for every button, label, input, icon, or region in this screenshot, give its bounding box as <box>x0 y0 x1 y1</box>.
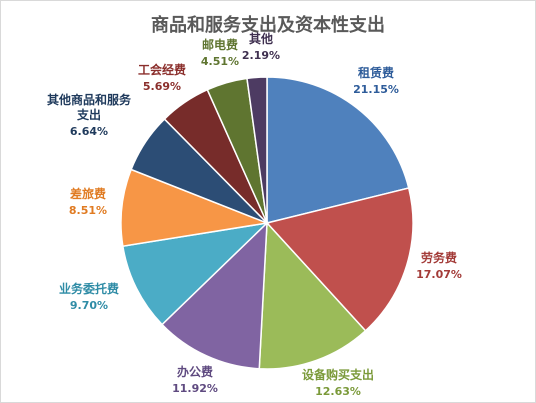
slice-value-3: 11.92% <box>172 382 218 395</box>
chart-title: 商品和服务支出及资本性支出 <box>151 14 385 36</box>
slice-value-1: 17.07% <box>416 268 462 281</box>
slice-label-9: 其他 <box>249 31 273 46</box>
pie-slice-1[interactable] <box>265 187 414 332</box>
slice-value-7: 5.69% <box>143 80 181 93</box>
slice-label-7: 工会经费 <box>138 62 186 77</box>
slice-value-9: 2.19% <box>242 49 280 62</box>
slice-label-6-line-1: 支出 <box>76 107 101 122</box>
slice-value-4: 9.70% <box>70 299 108 312</box>
slice-value-0: 21.15% <box>353 83 399 96</box>
slice-label-1: 劳务费 <box>421 250 457 265</box>
pie-slices <box>120 76 414 370</box>
pie-slice-9[interactable] <box>246 76 268 224</box>
pie-slice-0[interactable] <box>266 76 410 224</box>
slice-label-2: 设备购买支出 <box>302 367 374 382</box>
slice-value-5: 8.51% <box>69 204 107 217</box>
slice-label-8: 邮电费 <box>202 37 238 52</box>
pie-slice-3[interactable] <box>161 221 268 370</box>
slice-labels: 租赁费 21.15% 劳务费 17.07% 设备购买支出 12.63% 办公费 11.92% 业… <box>47 31 462 398</box>
slice-label-0: 租赁费 <box>358 65 394 80</box>
slice-label-6-line-0: 其他商品和服务 <box>47 92 132 107</box>
pie-slice-2[interactable] <box>258 221 367 370</box>
slice-label-4: 业务委托费 <box>59 281 119 296</box>
slice-value-8: 4.51% <box>201 55 239 68</box>
slice-value-6: 6.64% <box>70 125 108 138</box>
slice-label-5: 差旅费 <box>69 186 106 201</box>
pie-slice-4[interactable] <box>121 221 270 326</box>
slice-value-2: 12.63% <box>315 385 361 398</box>
slice-label-3: 办公费 <box>177 364 213 379</box>
